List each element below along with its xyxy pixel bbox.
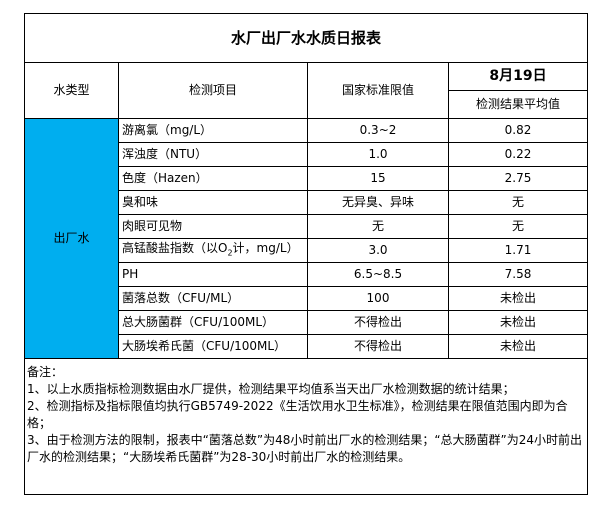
result-cell: 7.58 [447, 262, 589, 287]
standard-cell: 不得检出 [307, 310, 449, 335]
report-title: 水厂出厂水水质日报表 [23, 13, 589, 63]
standard-cell: 3.0 [307, 238, 449, 263]
standard-cell: 15 [307, 166, 449, 191]
item-text: 计，mg/L） [232, 241, 299, 256]
notes-heading: 备注： [27, 365, 64, 379]
item-cell: 臭和味 [118, 190, 308, 215]
note-line: 3、由于检测方法的限制，报表中“菌落总数”为48小时前出厂水的检测结果；“总大肠… [27, 433, 583, 464]
result-cell: 2.75 [447, 166, 589, 191]
result-cell: 未检出 [447, 310, 589, 335]
standard-cell: 无 [307, 214, 449, 239]
result-cell: 0.82 [447, 118, 589, 143]
item-cell: 游离氯（mg/L） [118, 118, 308, 143]
item-cell: PH [118, 262, 308, 287]
result-cell: 1.71 [447, 238, 589, 263]
header-average-result: 检测结果平均值 [447, 90, 589, 119]
standard-cell: 0.3~2 [307, 118, 449, 143]
item-cell: 色度（Hazen） [118, 166, 308, 191]
note-line: 2、检测指标及指标限值均执行GB5749-2022《生活饮用水卫生标准》，检测结… [27, 399, 568, 430]
header-national-standard: 国家标准限值 [307, 62, 449, 119]
standard-cell: 无异臭、异味 [307, 190, 449, 215]
result-cell: 未检出 [447, 334, 589, 359]
table-row: 大肠埃希氏菌（CFU/100ML） 不得检出 未检出 [25, 334, 589, 359]
result-cell: 未检出 [447, 286, 589, 311]
table-row: 色度（Hazen） 15 2.75 [25, 166, 589, 191]
item-cell: 菌落总数（CFU/ML） [118, 286, 308, 311]
header-date: 8月19日 [447, 62, 589, 91]
header-test-item: 检测项目 [118, 62, 308, 119]
standard-cell: 1.0 [307, 142, 449, 167]
water-quality-report-table: 水厂出厂水水质日报表 水类型 检测项目 国家标准限值 8月19日 检测结果平均值… [23, 13, 589, 495]
item-cell: 总大肠菌群（CFU/100ML） [118, 310, 308, 335]
item-cell: 浑浊度（NTU） [118, 142, 308, 167]
table-row: 浑浊度（NTU） 1.0 0.22 [25, 142, 589, 167]
table-row: 菌落总数（CFU/ML） 100 未检出 [25, 286, 589, 311]
result-cell: 0.22 [447, 142, 589, 167]
notes-section: 备注： 1、以上水质指标检测数据由水厂提供，检测结果平均值系当天出厂水检测数据的… [23, 358, 589, 495]
item-text: 高锰酸盐指数（以O [122, 241, 228, 256]
item-cell: 大肠埃希氏菌（CFU/100ML） [118, 334, 308, 359]
table-row: 出厂水 游离氯（mg/L） 0.3~2 0.82 [24, 118, 589, 359]
standard-cell: 100 [307, 286, 449, 311]
table-row: PH 6.5~8.5 7.58 [25, 262, 589, 287]
item-cell: 肉眼可见物 [118, 214, 308, 239]
standard-cell: 6.5~8.5 [307, 262, 449, 287]
table-row: 臭和味 无异臭、异味 无 [25, 190, 589, 215]
table-row: 肉眼可见物 无 无 [25, 214, 589, 239]
item-subscript: 2 [227, 248, 233, 258]
water-type-cell: 出厂水 [24, 118, 119, 359]
table-row: 高锰酸盐指数（以O2计，mg/L） 3.0 1.71 [25, 238, 589, 263]
standard-cell: 不得检出 [307, 334, 449, 359]
header-water-type: 水类型 [24, 62, 119, 119]
note-line: 1、以上水质指标检测数据由水厂提供，检测结果平均值系当天出厂水检测数据的统计结果… [27, 382, 515, 396]
item-cell: 高锰酸盐指数（以O2计，mg/L） [118, 238, 308, 263]
result-cell: 无 [447, 214, 589, 239]
result-cell: 无 [447, 190, 589, 215]
